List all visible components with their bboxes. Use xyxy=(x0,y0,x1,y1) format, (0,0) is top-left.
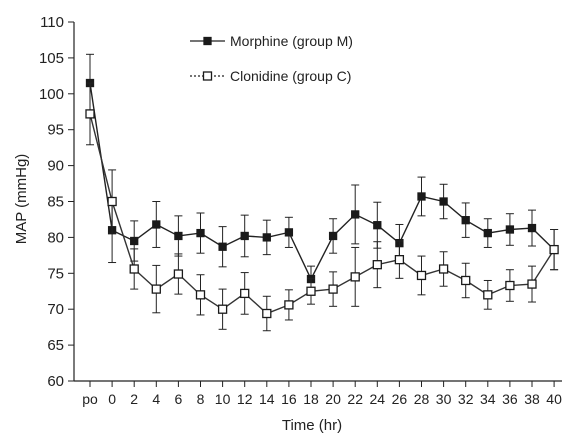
data-point xyxy=(195,290,206,300)
x-axis-label: Time (hr) xyxy=(282,417,342,434)
data-point xyxy=(262,233,271,242)
x-tick-label: 18 xyxy=(303,391,319,407)
series-morphine xyxy=(85,53,559,293)
data-point xyxy=(174,231,183,241)
y-axis-label: MAP (mmHg) xyxy=(13,154,30,245)
x-tick-label: 32 xyxy=(458,391,474,407)
data-point xyxy=(107,196,117,207)
x-tick-label: 12 xyxy=(237,391,253,407)
data-point xyxy=(505,280,515,291)
x-tick-label: 8 xyxy=(197,391,205,407)
data-point xyxy=(505,225,515,234)
series-layer xyxy=(85,53,559,332)
x-tick-label: 24 xyxy=(370,391,386,407)
x-tick-label: 26 xyxy=(392,391,408,407)
x-tick-label: 10 xyxy=(215,391,231,407)
y-tick-label: 75 xyxy=(47,265,64,282)
y-tick-label: 80 xyxy=(47,229,64,246)
x-tick-label: 14 xyxy=(259,391,275,407)
legend-item: Morphine (group M) xyxy=(190,33,353,49)
x-tick-label: 28 xyxy=(414,391,430,407)
data-point xyxy=(130,236,139,246)
data-point xyxy=(173,269,184,279)
series-clonidine xyxy=(85,82,559,332)
series-line xyxy=(89,113,555,315)
legend-item: Clonidine (group C) xyxy=(190,68,351,84)
legend-label: Clonidine (group C) xyxy=(230,68,351,84)
data-point xyxy=(284,300,294,310)
y-tick-label: 100 xyxy=(39,86,64,103)
x-tick-label: 34 xyxy=(480,391,496,407)
data-point xyxy=(483,290,493,300)
data-point xyxy=(218,242,227,251)
data-point xyxy=(328,284,338,294)
x-tick-label: 0 xyxy=(108,391,116,407)
data-point xyxy=(527,223,537,233)
legend-label: Morphine (group M) xyxy=(230,33,353,49)
data-point xyxy=(372,260,382,270)
data-point xyxy=(262,308,272,319)
y-tick-label: 65 xyxy=(47,337,64,354)
data-point xyxy=(394,255,405,265)
data-point xyxy=(240,231,249,241)
data-point xyxy=(549,244,559,255)
data-point xyxy=(461,216,470,225)
series-line xyxy=(89,82,555,281)
x-tick-label: 6 xyxy=(175,391,183,407)
x-axis-ticks: po 0 2 4 6 8 10 12 14 16 18 20 22 24 26 28 30 32 34 36 38 40 xyxy=(82,381,562,407)
y-tick-label: 85 xyxy=(47,194,64,211)
data-point xyxy=(152,220,161,229)
data-point xyxy=(350,272,360,282)
data-point xyxy=(284,228,294,237)
data-point xyxy=(373,221,382,230)
y-tick-label: 105 xyxy=(39,50,64,67)
x-tick-label: 40 xyxy=(546,391,562,407)
legend: Morphine (group M) Clonidine (group C) xyxy=(190,33,353,84)
x-tick-label: 30 xyxy=(436,391,452,407)
data-point xyxy=(328,231,338,241)
x-tick-label: 4 xyxy=(152,391,160,407)
data-point xyxy=(416,270,427,281)
y-tick-label: 60 xyxy=(47,373,64,390)
data-point xyxy=(129,264,139,274)
y-tick-label: 90 xyxy=(47,158,64,175)
x-tick-label: po xyxy=(82,391,98,407)
data-point xyxy=(151,284,161,294)
data-point xyxy=(351,210,360,219)
x-tick-label: 2 xyxy=(130,391,138,407)
data-point xyxy=(461,275,471,286)
x-tick-label: 38 xyxy=(524,391,540,407)
x-tick-label: 20 xyxy=(325,391,341,407)
data-point xyxy=(417,192,426,201)
data-point xyxy=(85,109,95,119)
y-axis-ticks: 60 65 70 75 80 85 90 95 100 105 110 xyxy=(39,14,74,390)
data-point xyxy=(438,264,449,274)
y-tick-label: 110 xyxy=(40,14,64,31)
legend-marker xyxy=(203,36,212,46)
legend-marker xyxy=(202,71,213,81)
y-tick-label: 95 xyxy=(47,122,64,139)
data-point xyxy=(217,304,228,314)
y-tick-label: 70 xyxy=(47,301,64,318)
x-tick-label: 16 xyxy=(281,391,297,407)
data-point xyxy=(439,197,448,206)
data-point xyxy=(306,286,316,296)
data-point xyxy=(483,228,492,238)
x-tick-label: 22 xyxy=(347,391,363,407)
data-point xyxy=(196,228,205,238)
data-point xyxy=(527,279,537,289)
x-tick-label: 36 xyxy=(502,391,518,407)
data-point xyxy=(240,288,250,299)
